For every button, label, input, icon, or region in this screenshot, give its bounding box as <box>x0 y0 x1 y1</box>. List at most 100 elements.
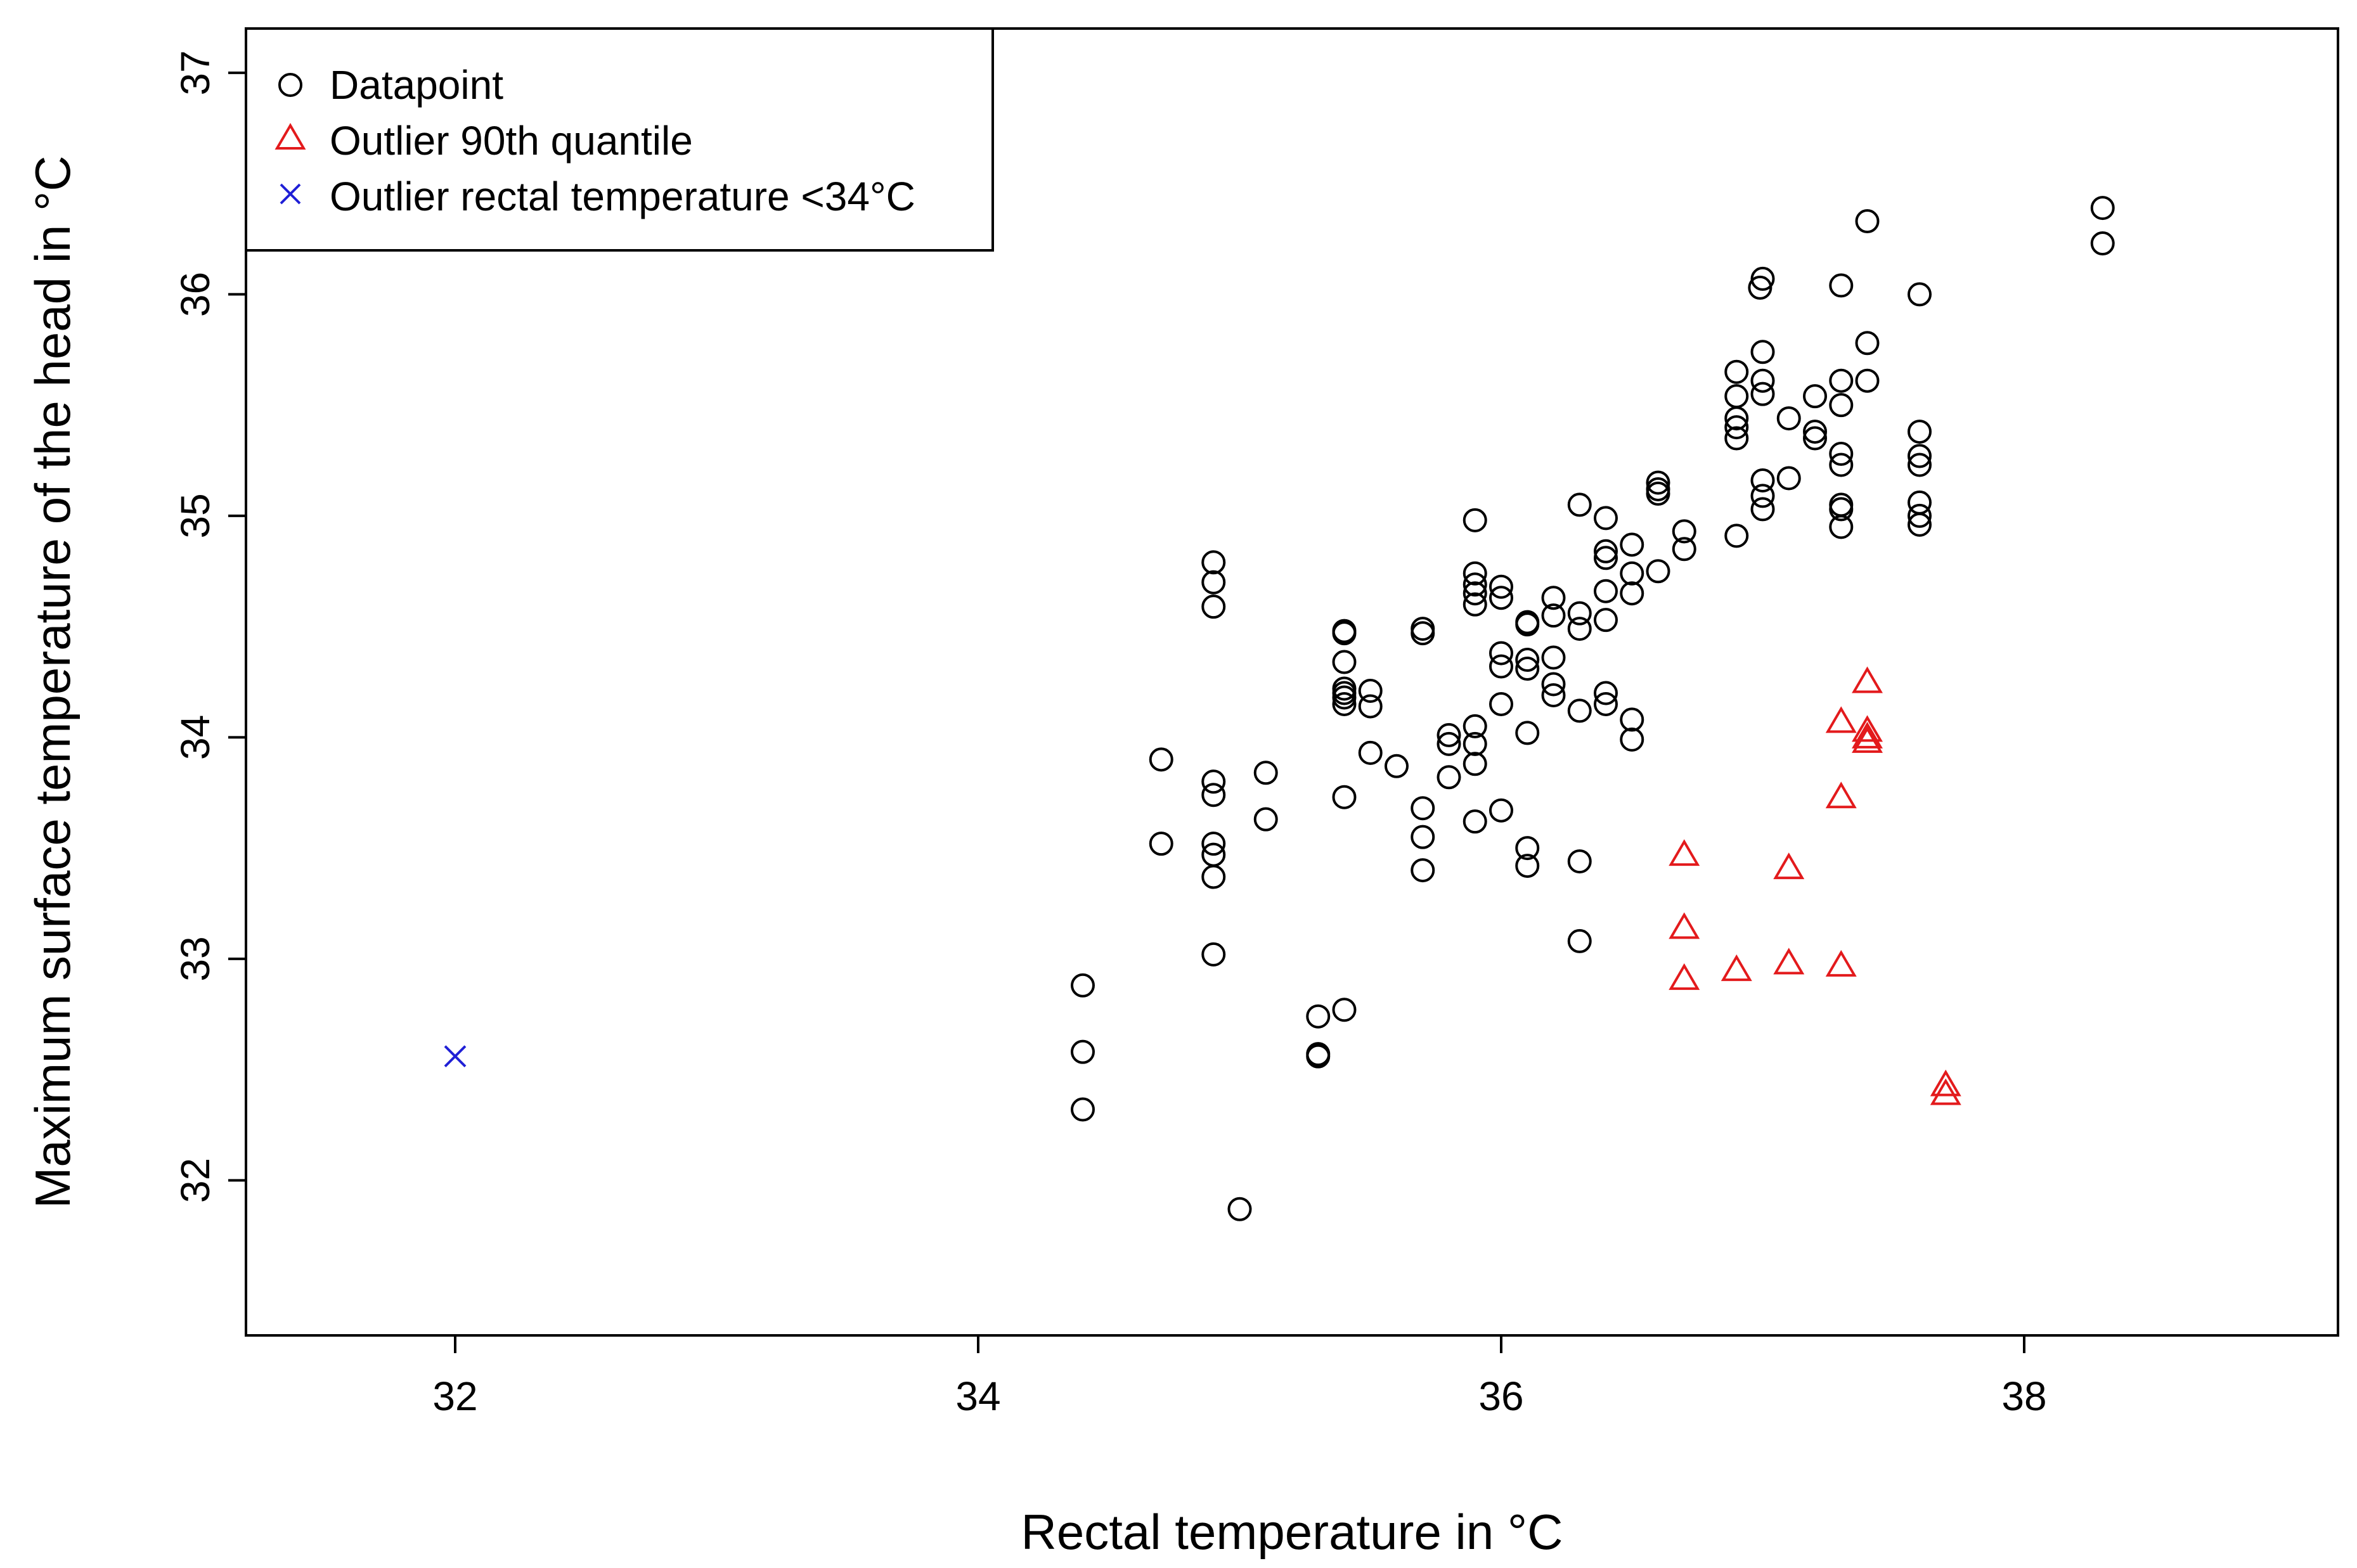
point-circle-0-117 <box>1829 497 1854 522</box>
point-triangle-1-4 <box>1773 852 1805 880</box>
point-triangle-1-8 <box>1825 949 1857 977</box>
point-circle-0-39 <box>1437 731 1461 756</box>
point-circle-0-58 <box>1515 648 1540 672</box>
point-circle-0-44 <box>1463 581 1487 606</box>
point-circle-0-60 <box>1515 721 1540 745</box>
point-circle-0-125 <box>1908 453 1932 477</box>
point-circle-0-96 <box>1724 426 1749 451</box>
x-tick-label-36: 36 <box>1478 1373 1523 1419</box>
point-circle-0-38 <box>1437 723 1461 747</box>
x-tick-label-34: 34 <box>955 1373 1000 1419</box>
point-triangle-1-10 <box>1852 715 1883 742</box>
x-axis: 32 34 36 38 <box>432 1335 2047 1419</box>
point-triangle-1-1 <box>1669 912 1700 939</box>
point-circle-0-8 <box>1201 769 1226 794</box>
point-circle-0-13 <box>1201 942 1226 967</box>
point-circle-0-50 <box>1489 574 1513 599</box>
point-circle-0-46 <box>1463 714 1487 738</box>
point-circle-0-70 <box>1567 617 1592 641</box>
point-circle-0-81 <box>1620 532 1644 557</box>
point-circle-0-62 <box>1515 854 1540 878</box>
point-circle-0-19 <box>1306 1044 1331 1069</box>
legend: Datapoint Outlier 90th quantile Outlier … <box>245 27 994 252</box>
point-circle-0-127 <box>1908 503 1932 528</box>
point-circle-0-17 <box>1306 1004 1331 1029</box>
point-circle-0-130 <box>2090 231 2115 256</box>
point-circle-0-16 <box>1253 807 1278 832</box>
point-circle-0-59 <box>1515 657 1540 681</box>
point-circle-0-103 <box>1750 468 1775 492</box>
point-circle-0-67 <box>1541 683 1566 707</box>
point-circle-0-40 <box>1437 765 1461 790</box>
point-circle-0-76 <box>1594 546 1618 570</box>
point-circle-0-3 <box>1149 747 1173 772</box>
point-circle-0-55 <box>1489 798 1513 823</box>
point-circle-0-88 <box>1646 481 1670 506</box>
point-circle-0-32 <box>1385 754 1409 778</box>
point-circle-0-95 <box>1724 415 1749 440</box>
point-circle-0-41 <box>1463 508 1487 532</box>
point-circle-0-75 <box>1594 539 1618 563</box>
point-triangle-1-14 <box>1930 1078 1961 1105</box>
point-circle-0-30 <box>1358 694 1383 719</box>
point-circle-0-98 <box>1750 266 1775 291</box>
point-circle-0-57 <box>1515 612 1540 637</box>
point-circle-0-101 <box>1750 368 1775 393</box>
point-circle-0-77 <box>1594 579 1618 603</box>
point-circle-0-113 <box>1829 393 1854 418</box>
point-circle-0-122 <box>1908 282 1932 307</box>
point-circle-0-64 <box>1541 603 1566 628</box>
point-circle-0-74 <box>1594 506 1618 530</box>
point-circle-0-80 <box>1594 691 1618 716</box>
point-circle-0-49 <box>1463 809 1487 834</box>
y-tick-label-32: 32 <box>172 1158 218 1203</box>
point-circle-0-34 <box>1411 621 1435 646</box>
point-circle-0-115 <box>1829 453 1854 477</box>
point-circle-0-51 <box>1489 586 1513 610</box>
point-circle-0-47 <box>1463 731 1487 756</box>
point-circle-0-69 <box>1567 601 1592 626</box>
point-circle-0-91 <box>1672 537 1696 562</box>
point-circle-0-36 <box>1411 825 1435 849</box>
point-circle-0-111 <box>1829 273 1854 298</box>
point-circle-0-104 <box>1750 484 1775 508</box>
legend-marker-outlier-quantile <box>274 123 306 150</box>
point-circle-0-114 <box>1829 442 1854 466</box>
point-circle-0-48 <box>1463 752 1487 776</box>
point-circle-0-2 <box>1071 1097 1095 1122</box>
point-circle-0-79 <box>1594 681 1618 705</box>
point-circle-0-4 <box>1149 832 1173 856</box>
point-circle-0-92 <box>1724 359 1749 384</box>
point-circle-0-6 <box>1201 570 1226 594</box>
point-circle-0-106 <box>1776 406 1801 431</box>
point-circle-0-99 <box>1748 275 1773 300</box>
legend-marker-outlier-rectal <box>280 183 301 205</box>
point-circle-0-22 <box>1332 650 1357 674</box>
point-circle-0-73 <box>1567 929 1592 953</box>
point-circle-0-72 <box>1567 849 1592 874</box>
point-triangle-1-2 <box>1669 963 1700 990</box>
point-circle-0-27 <box>1332 785 1357 809</box>
point-triangle-1-5 <box>1773 948 1805 975</box>
point-triangle-1-12 <box>1852 726 1883 753</box>
point-circle-0-105 <box>1750 497 1775 522</box>
point-circle-0-42 <box>1463 561 1487 586</box>
y-tick-label-36: 36 <box>172 272 218 317</box>
point-cross-2-0 <box>444 1045 467 1068</box>
point-circle-0-52 <box>1489 641 1513 665</box>
point-circle-0-26 <box>1332 691 1357 716</box>
point-circle-0-14 <box>1227 1197 1252 1221</box>
legend-marker-datapoint <box>278 73 302 97</box>
point-circle-0-129 <box>2090 196 2115 221</box>
point-circle-0-7 <box>1201 594 1226 619</box>
legend-label-outlier-quantile: Outlier 90th quantile <box>330 118 693 164</box>
point-circle-0-68 <box>1567 492 1592 517</box>
point-circle-0-54 <box>1489 691 1513 716</box>
legend-label-outlier-rectal: Outlier rectal temperature <34°C <box>330 174 915 219</box>
point-triangle-1-0 <box>1669 839 1700 866</box>
point-triangle-1-7 <box>1825 781 1857 809</box>
point-circle-0-90 <box>1672 519 1696 544</box>
y-axis-title: Maximum surface temperature of the head … <box>25 155 81 1208</box>
y-axis: 32 33 34 35 36 37 <box>172 50 246 1203</box>
